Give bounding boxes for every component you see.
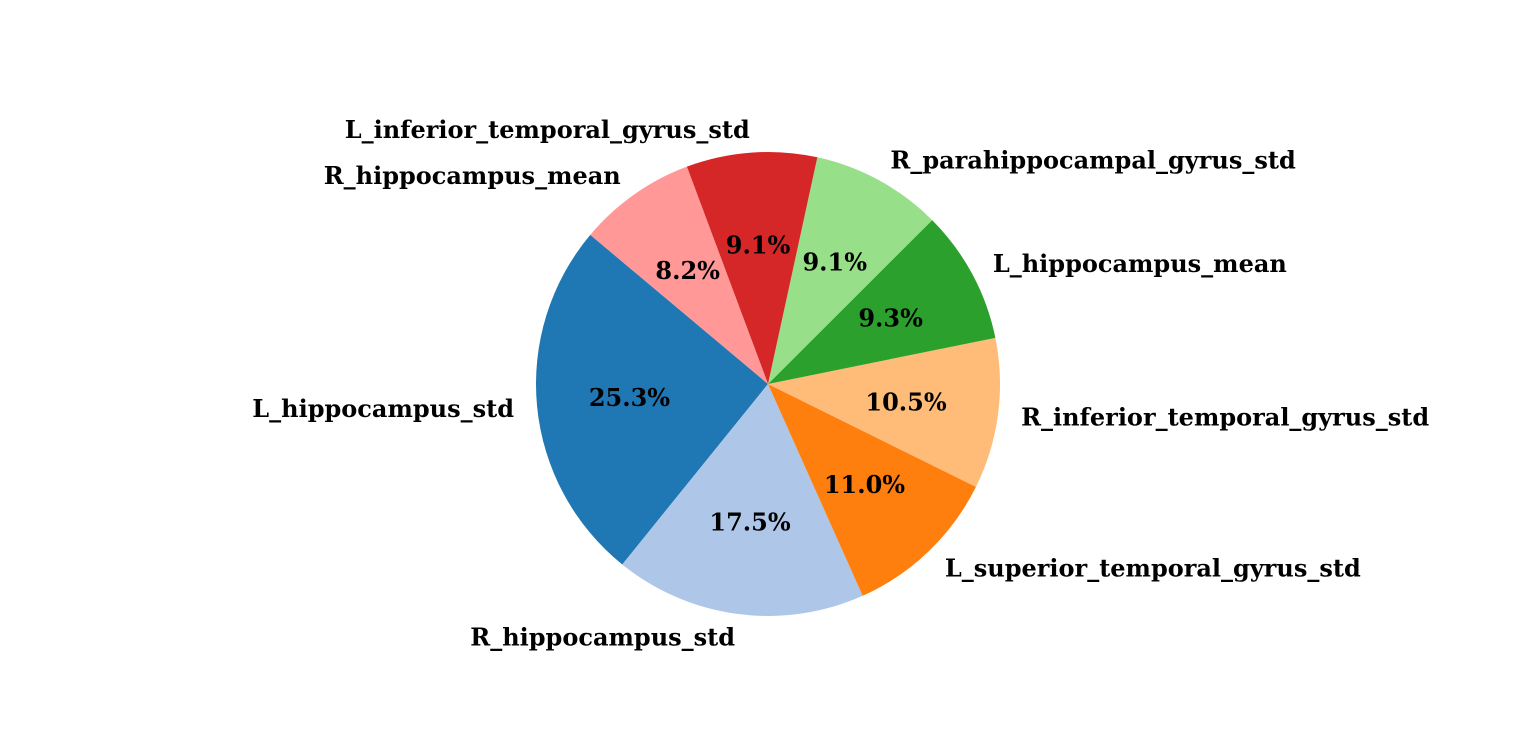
pie-slice-r-inferior-temporal-gyrus-std [768, 337, 1000, 487]
pct-label-r-hippocampus-std: 17.5% [709, 508, 790, 537]
pie-slice-l-inferior-temporal-gyrus-std [686, 151, 818, 384]
slice-label-r-hippocampus-mean: R_hippocampus_mean [324, 161, 621, 190]
pie-slice-r-hippocampus-std [622, 384, 863, 617]
slice-label-l-superior-temporal-gyrus-std: L_superior_temporal_gyrus_std [945, 553, 1361, 582]
slice-label-r-inferior-temporal-gyrus-std: R_inferior_temporal_gyrus_std [1021, 402, 1429, 431]
slice-label-l-hippocampus-mean: L_hippocampus_mean [993, 249, 1287, 278]
pct-label-l-hippocampus-mean: 9.3% [858, 304, 923, 333]
pct-label-r-inferior-temporal-gyrus-std: 10.5% [865, 387, 946, 416]
pie-labels: 25.3% L_hippocampus_std 17.5% R_hippocampus… [252, 115, 1429, 652]
pie-slice-l-hippocampus-mean [768, 220, 996, 384]
slice-label-l-inferior-temporal-gyrus-std: L_inferior_temporal_gyrus_std [345, 115, 750, 144]
slice-label-r-parahippocampal-gyrus-std: R_parahippocampal_gyrus_std [890, 146, 1296, 175]
pct-label-r-parahippocampal-gyrus-std: 9.1% [802, 247, 867, 276]
slice-label-l-hippocampus-std: L_hippocampus_std [252, 394, 514, 423]
slice-label-r-hippocampus-std: R_hippocampus_std [470, 623, 735, 652]
pct-label-l-superior-temporal-gyrus-std: 11.0% [824, 470, 905, 499]
pie-slice-r-hippocampus-mean [590, 166, 768, 384]
pie-slice-l-superior-temporal-gyrus-std [768, 384, 976, 596]
pie-slices [536, 151, 1000, 617]
pct-label-l-hippocampus-std: 25.3% [589, 383, 670, 412]
pct-label-l-inferior-temporal-gyrus-std: 9.1% [726, 231, 791, 260]
pie-slice-l-hippocampus-std [536, 234, 768, 565]
pct-label-r-hippocampus-mean: 8.2% [655, 256, 720, 285]
pie-slice-r-parahippocampal-gyrus-std [768, 157, 933, 384]
